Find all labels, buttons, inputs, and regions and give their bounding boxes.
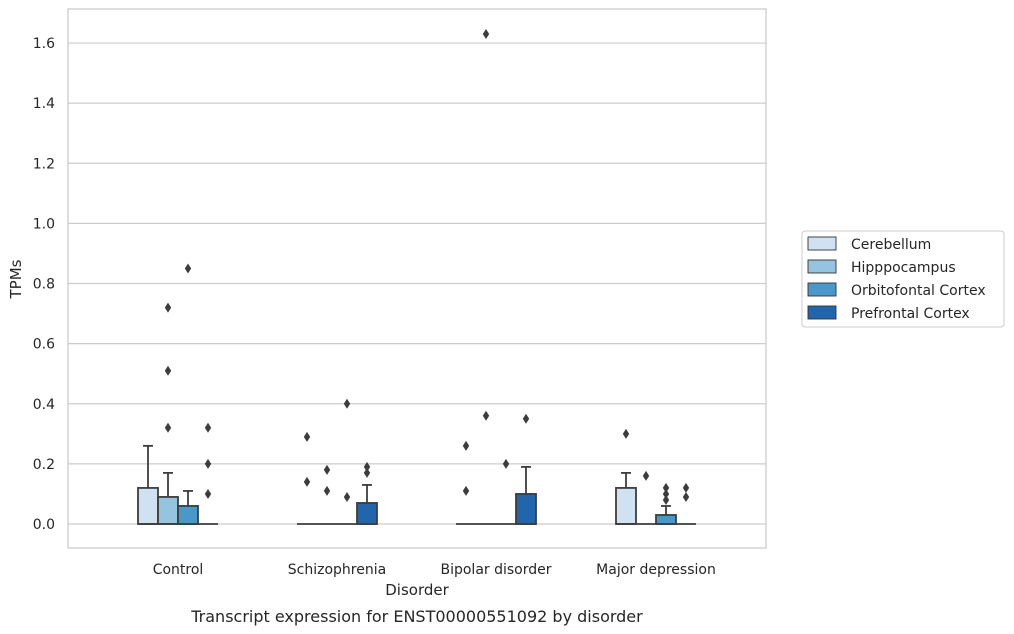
x-tick-label: Bipolar disorder	[440, 562, 551, 578]
box-group	[297, 431, 317, 525]
y-tick-label: 1.4	[33, 96, 55, 112]
y-tick-label: 0.0	[33, 517, 55, 533]
outlier-point	[363, 467, 371, 478]
box-group	[655, 482, 677, 525]
y-tick-label: 0.2	[33, 457, 55, 473]
outlier-point	[204, 458, 212, 469]
outlier-point	[323, 485, 331, 496]
chart-caption: Transcript expression for ENST0000055109…	[190, 607, 643, 626]
gridlines	[68, 42, 766, 525]
outlier-point	[662, 488, 670, 499]
box-body	[157, 496, 179, 525]
y-tick-label: 0.6	[33, 337, 55, 353]
y-tick-label: 1.6	[33, 36, 55, 52]
outlier-point	[204, 488, 212, 499]
box-group	[636, 470, 656, 525]
box-group	[615, 428, 637, 525]
outlier-point	[662, 482, 670, 493]
outlier-point	[462, 485, 470, 496]
box-group	[515, 413, 537, 525]
box-body	[615, 487, 637, 525]
x-tick-label: Major depression	[596, 562, 716, 578]
boxes	[137, 29, 696, 525]
outlier-point	[502, 458, 510, 469]
box-group	[177, 263, 199, 525]
box-body	[137, 487, 159, 525]
outlier-point	[164, 422, 172, 433]
outlier-point	[343, 398, 351, 409]
box-group	[456, 440, 476, 525]
outlier-point	[164, 365, 172, 376]
y-tick-label: 1.0	[33, 216, 55, 232]
outlier-point	[323, 464, 331, 475]
box-group	[198, 422, 218, 525]
box-group	[317, 464, 337, 525]
legend-frame	[801, 230, 1005, 328]
box-group	[157, 302, 179, 525]
outlier-point	[303, 431, 311, 442]
legend-swatch	[807, 236, 837, 251]
legend-swatch	[807, 259, 837, 274]
outlier-point	[682, 491, 690, 502]
box-group	[476, 29, 496, 525]
outlier-point	[622, 428, 630, 439]
outlier-point	[522, 413, 530, 424]
outlier-point	[682, 482, 690, 493]
box-body	[177, 505, 199, 525]
x-tick-labels: Control Schizophrenia Bipolar disorder Majo…	[153, 562, 716, 578]
box-body	[515, 493, 537, 525]
legend-swatch	[807, 282, 837, 297]
x-tick-label: Schizophrenia	[288, 562, 386, 578]
outlier-point	[343, 491, 351, 502]
y-tick-label: 1.2	[33, 156, 55, 172]
box-group	[676, 482, 696, 525]
outlier-point	[164, 302, 172, 313]
outlier-point	[184, 263, 192, 274]
y-axis-label: TPMs	[7, 259, 25, 299]
outlier-point	[363, 461, 371, 472]
outlier-point	[482, 410, 490, 421]
y-tick-label: 0.4	[33, 397, 55, 413]
y-tick-labels: 0.0 0.2 0.4 0.6 0.8 1.0 1.2 1.4 1.6	[33, 36, 55, 533]
x-tick-label: Control	[153, 562, 204, 578]
y-tick-label: 0.8	[33, 277, 55, 293]
box-group	[356, 461, 378, 525]
box-body	[655, 514, 677, 525]
outlier-point	[482, 29, 490, 40]
legend-label: Prefrontal Cortex	[851, 306, 970, 322]
legend-swatch	[807, 305, 837, 320]
outlier-point	[462, 440, 470, 451]
outlier-point	[642, 470, 650, 481]
legend-label: Cerebellum	[851, 237, 931, 253]
outlier-point	[662, 494, 670, 505]
box-group	[496, 458, 516, 525]
box-group	[337, 398, 357, 525]
legend: Cerebellum Hipppocampus Orbitofontal Corte…	[801, 230, 1005, 328]
outlier-point	[204, 422, 212, 433]
box-body	[356, 502, 378, 525]
x-axis-label: Disorder	[385, 581, 449, 599]
outlier-point	[303, 476, 311, 487]
legend-label: Hipppocampus	[851, 260, 956, 276]
legend-label: Orbitofontal Cortex	[851, 283, 986, 299]
plot-frame	[67, 8, 767, 549]
box-group	[137, 444, 159, 525]
